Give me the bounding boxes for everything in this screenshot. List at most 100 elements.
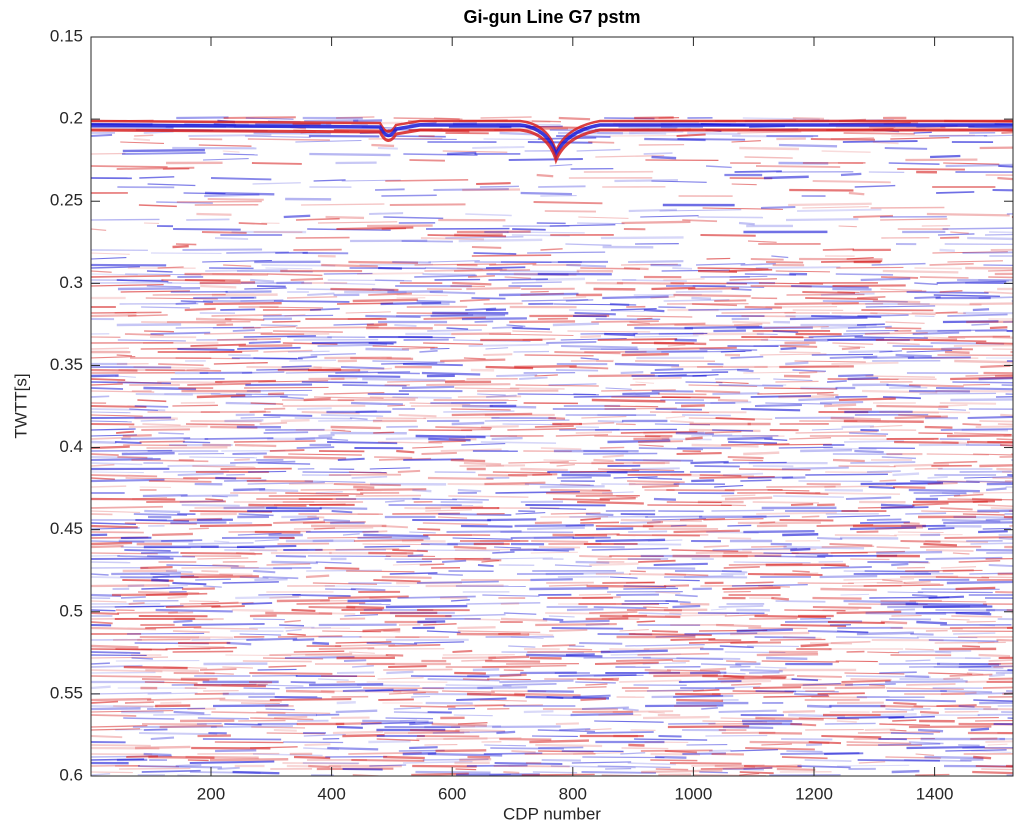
texture-stroke — [412, 764, 477, 768]
texture-stroke — [139, 176, 175, 179]
texture-stroke — [966, 672, 984, 676]
texture-stroke — [634, 335, 699, 338]
texture-stroke — [947, 498, 1013, 501]
texture-stroke — [351, 401, 403, 406]
texture-stroke — [632, 376, 682, 380]
texture-stroke — [775, 380, 819, 383]
texture-stroke — [906, 745, 985, 750]
texture-stroke — [318, 433, 335, 438]
texture-stroke — [517, 393, 599, 396]
texture-stroke — [900, 539, 941, 543]
texture-stroke — [945, 749, 1007, 752]
texture-stroke — [117, 381, 162, 384]
texture-stroke — [763, 175, 809, 180]
texture-stroke — [577, 222, 625, 225]
texture-stroke — [702, 720, 768, 723]
texture-stroke — [224, 317, 265, 321]
texture-stroke — [944, 350, 970, 354]
texture-stroke — [284, 313, 306, 317]
texture-stroke — [613, 476, 658, 479]
texture-stroke — [588, 141, 615, 144]
texture-stroke — [753, 343, 810, 347]
texture-stroke — [835, 273, 894, 276]
texture-stroke — [731, 183, 757, 186]
texture-stroke — [335, 709, 378, 714]
texture-stroke — [195, 578, 231, 581]
texture-stroke — [292, 638, 315, 642]
texture-stroke — [830, 550, 905, 554]
texture-stroke — [841, 425, 874, 429]
texture-stroke — [452, 537, 513, 540]
texture-stroke — [997, 423, 1013, 426]
texture-stroke — [835, 660, 878, 663]
texture-stroke — [353, 539, 424, 542]
texture-stroke — [157, 266, 184, 269]
texture-stroke — [440, 358, 506, 363]
texture-stroke — [992, 477, 1013, 479]
texture-stroke — [91, 395, 110, 398]
texture-stroke — [694, 465, 740, 468]
texture-stroke — [315, 548, 400, 551]
texture-stroke — [393, 707, 422, 710]
texture-stroke — [804, 759, 852, 762]
texture-stroke — [147, 707, 206, 710]
texture-stroke — [353, 485, 375, 489]
texture-stroke — [754, 403, 802, 408]
texture-stroke — [724, 672, 746, 675]
texture-stroke — [91, 404, 147, 408]
texture-stroke — [242, 326, 296, 329]
texture-stroke — [591, 547, 669, 551]
texture-stroke — [821, 734, 882, 739]
texture-stroke — [355, 410, 377, 413]
texture-stroke — [489, 262, 537, 266]
texture-stroke — [788, 713, 845, 718]
texture-stroke — [927, 482, 958, 486]
texture-stroke — [472, 668, 500, 672]
texture-stroke — [145, 592, 208, 596]
texture-stroke — [815, 492, 901, 496]
texture-stroke — [970, 737, 998, 741]
texture-stroke — [975, 765, 1013, 768]
texture-stroke — [655, 634, 696, 638]
texture-stroke — [711, 368, 749, 371]
texture-stroke — [755, 690, 797, 693]
texture-stroke — [274, 696, 323, 700]
texture-stroke — [165, 604, 221, 608]
texture-stroke — [540, 248, 563, 251]
texture-stroke — [128, 425, 208, 428]
texture-stroke — [91, 600, 127, 603]
texture-stroke — [199, 281, 256, 285]
texture-stroke — [342, 767, 383, 771]
texture-stroke — [128, 601, 145, 605]
texture-stroke — [578, 216, 629, 219]
texture-stroke — [622, 279, 687, 282]
texture-stroke — [930, 154, 961, 159]
texture-stroke — [997, 705, 1013, 707]
texture-stroke — [678, 680, 742, 683]
texture-stroke — [943, 677, 961, 680]
texture-stroke — [893, 701, 917, 706]
texture-stroke — [292, 594, 351, 598]
texture-stroke — [840, 593, 870, 596]
texture-stroke — [720, 504, 747, 507]
texture-stroke — [232, 329, 255, 332]
texture-stroke — [203, 157, 249, 161]
texture-stroke — [185, 423, 255, 426]
texture-stroke — [580, 357, 599, 361]
texture-stroke — [155, 608, 233, 613]
texture-stroke — [710, 401, 752, 405]
texture-stroke — [240, 416, 281, 419]
texture-stroke — [775, 600, 826, 603]
texture-stroke — [664, 750, 697, 754]
texture-stroke — [842, 140, 918, 143]
texture-stroke — [881, 276, 919, 279]
texture-stroke — [912, 502, 949, 506]
texture-stroke — [448, 707, 476, 710]
texture-stroke — [988, 269, 1013, 272]
texture-stroke — [721, 569, 748, 574]
texture-stroke — [671, 549, 739, 552]
texture-stroke — [876, 582, 940, 585]
texture-stroke — [892, 472, 920, 477]
texture-stroke — [648, 711, 665, 714]
texture-stroke — [728, 441, 778, 445]
